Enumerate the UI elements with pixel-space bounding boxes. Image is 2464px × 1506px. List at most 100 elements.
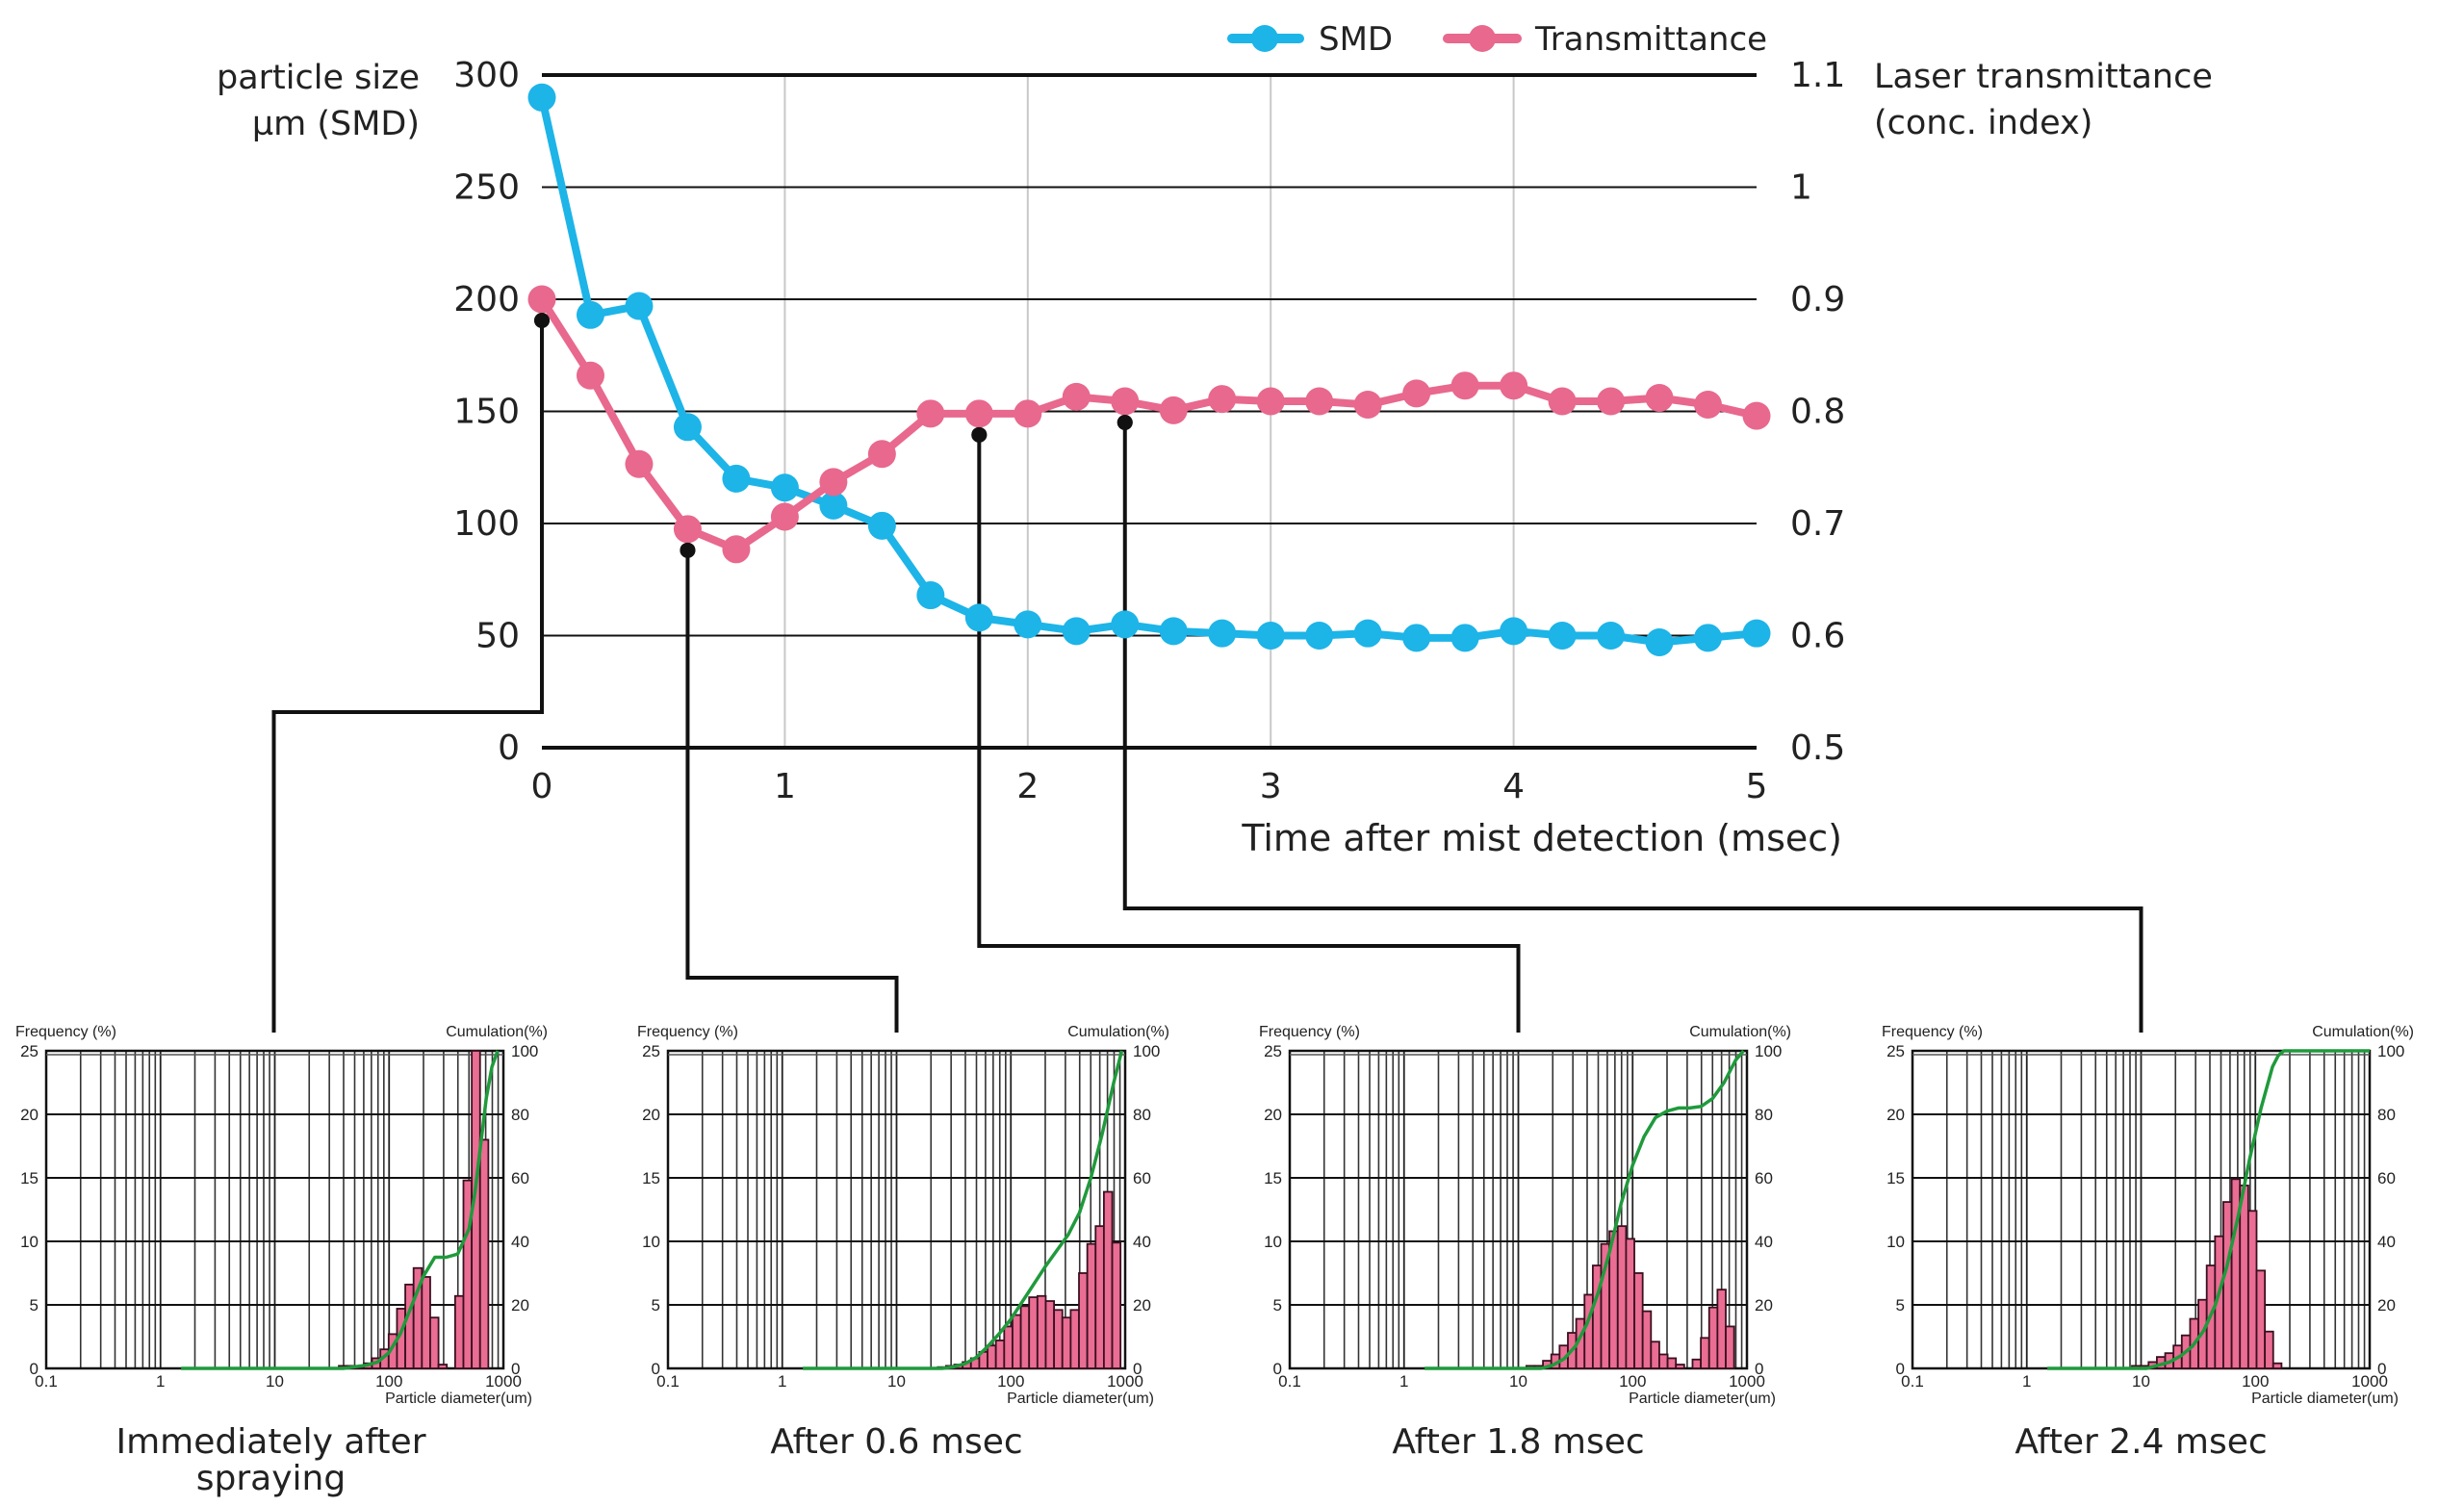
transmittance-point xyxy=(867,440,896,469)
callout-line xyxy=(1122,422,2143,1033)
transmittance-point xyxy=(673,515,702,544)
callout-dot xyxy=(971,426,988,443)
frequency-bar xyxy=(1633,1272,1644,1369)
diameter-tick-label: 10 xyxy=(887,1372,906,1391)
frequency-tick-label: 0 xyxy=(1896,1360,1905,1378)
cumulation-tick-label: 100 xyxy=(2377,1042,2404,1060)
frequency-bar xyxy=(429,1316,440,1369)
right-tick-label: 0.7 xyxy=(1790,504,1845,544)
transmittance-line xyxy=(538,296,1758,553)
transmittance-point xyxy=(1062,382,1091,411)
legend-smd-marker xyxy=(1251,25,1278,52)
frequency-bar xyxy=(2255,1269,2267,1369)
transmittance-point xyxy=(1450,371,1479,400)
frequency-bar xyxy=(421,1276,431,1369)
frequency-axis-title: Frequency (%) xyxy=(1882,1024,1983,1040)
transmittance-point xyxy=(1305,387,1334,416)
diameter-axis-title: Particle diameter(um) xyxy=(2251,1391,2399,1407)
frequency-bar xyxy=(1691,1358,1703,1369)
left-tick-label: 300 xyxy=(453,56,520,95)
cumulation-tick-label: 0 xyxy=(511,1360,520,1378)
frequency-bar xyxy=(1053,1309,1064,1369)
cumulation-tick-label: 0 xyxy=(1755,1360,1763,1378)
histogram-caption: spraying xyxy=(196,1459,346,1498)
transmittance-point xyxy=(1694,391,1723,420)
smd-point xyxy=(1450,624,1479,652)
transmittance-point xyxy=(1645,384,1674,413)
frequency-tick-label: 15 xyxy=(20,1169,38,1187)
smd-point xyxy=(770,473,799,502)
diameter-tick-label: 100 xyxy=(997,1372,1024,1391)
legend-item-smd: SMD xyxy=(1227,20,1393,59)
smd-point xyxy=(527,83,556,112)
left-tick-label: 0 xyxy=(498,728,520,768)
cumulation-tick-label: 40 xyxy=(1755,1233,1773,1251)
right-tick-label: 0.9 xyxy=(1790,280,1845,319)
x-tick-label: 1 xyxy=(774,767,796,806)
smd-point xyxy=(1014,610,1042,639)
frequency-tick-label: 20 xyxy=(642,1106,660,1124)
frequency-bar xyxy=(1078,1272,1089,1369)
transmittance-point xyxy=(770,502,799,531)
frequency-bar xyxy=(987,1344,997,1369)
diameter-tick-label: 1 xyxy=(778,1372,786,1391)
cumulation-tick-label: 80 xyxy=(1755,1106,1773,1124)
transmittance-point xyxy=(722,535,751,564)
transmittance-point xyxy=(916,399,945,428)
smd-point xyxy=(1500,617,1528,646)
frequency-axis-title: Frequency (%) xyxy=(15,1024,116,1040)
frequency-tick-label: 20 xyxy=(1264,1106,1282,1124)
frequency-bar xyxy=(1103,1190,1114,1369)
frequency-tick-label: 25 xyxy=(1264,1042,1282,1060)
cumulation-tick-label: 80 xyxy=(2377,1106,2396,1124)
transmittance-point xyxy=(1014,399,1042,428)
frequency-bar xyxy=(1111,1241,1122,1369)
diameter-tick-label: 1000 xyxy=(1729,1372,1765,1391)
cumulation-tick-label: 100 xyxy=(1133,1042,1160,1060)
frequency-bar xyxy=(1019,1305,1031,1369)
cumulation-tick-label: 40 xyxy=(1133,1233,1151,1251)
smd-point xyxy=(1256,622,1285,650)
x-axis-title: Time after mist detection (msec) xyxy=(1241,817,1842,859)
smd-line xyxy=(538,96,1758,647)
right-tick-label: 1.1 xyxy=(1790,56,1845,95)
smd-point xyxy=(1305,622,1334,650)
frequency-bar xyxy=(1036,1294,1047,1369)
diameter-tick-label: 0.1 xyxy=(656,1372,680,1391)
cumulation-tick-label: 100 xyxy=(511,1042,538,1060)
frequency-bar xyxy=(2239,1185,2249,1369)
cumulation-tick-label: 20 xyxy=(1755,1296,1773,1315)
cumulation-tick-label: 60 xyxy=(511,1169,529,1187)
histogram-3: 0 5 10 15 20 25 0 20 40 60 80 100 0.1 1 10 100 1000 Frequ… xyxy=(1259,1024,1791,1462)
frequency-tick-label: 5 xyxy=(1273,1296,1282,1315)
frequency-bar xyxy=(1675,1364,1685,1369)
histogram-caption: After 2.4 msec xyxy=(2015,1422,2267,1462)
smd-point xyxy=(625,292,654,320)
transmittance-point xyxy=(1500,371,1528,400)
x-tick-label: 4 xyxy=(1502,767,1525,806)
frequency-bar xyxy=(462,1179,474,1369)
cumulation-tick-label: 60 xyxy=(1133,1169,1151,1187)
smd-point xyxy=(1742,619,1771,648)
legend-item-transmittance: Transmittance xyxy=(1443,20,1767,59)
callout-line xyxy=(685,549,899,1033)
diameter-tick-label: 0.1 xyxy=(1278,1372,1301,1391)
frequency-tick-label: 10 xyxy=(1886,1233,1905,1251)
frequency-bar xyxy=(1044,1300,1056,1369)
frequency-bar xyxy=(1725,1325,1735,1369)
smd-point xyxy=(1645,627,1674,656)
frequency-tick-label: 0 xyxy=(1273,1360,1282,1378)
diameter-tick-label: 0.1 xyxy=(35,1372,58,1391)
cumulation-axis-title: Cumulation(%) xyxy=(1689,1024,1791,1040)
frequency-bar xyxy=(2264,1330,2274,1369)
frequency-bar xyxy=(437,1364,449,1369)
smd-point xyxy=(1548,622,1577,650)
frequency-bar xyxy=(453,1294,465,1369)
frequency-bar xyxy=(2222,1201,2233,1369)
frequency-tick-label: 25 xyxy=(20,1042,38,1060)
frequency-bar xyxy=(1700,1337,1710,1369)
diameter-tick-label: 10 xyxy=(2132,1372,2150,1391)
callout-dot xyxy=(680,542,696,558)
smd-point xyxy=(1208,619,1237,648)
